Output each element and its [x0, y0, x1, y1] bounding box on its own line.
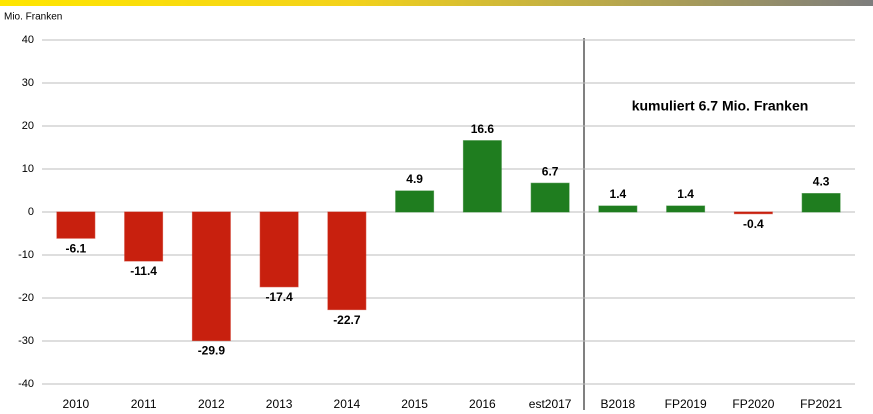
- bar: [191, 211, 231, 342]
- data-label: -6.1: [66, 241, 87, 255]
- y-tick-label: -10: [18, 249, 34, 261]
- bar: [327, 211, 367, 311]
- bar: [733, 211, 773, 215]
- bar: [259, 211, 299, 288]
- y-tick-label: 20: [22, 120, 34, 132]
- x-tick-label: 2013: [266, 397, 293, 411]
- y-tick-label: 10: [22, 163, 34, 175]
- data-label: -0.4: [743, 217, 764, 231]
- bar: [801, 193, 841, 213]
- bar: [124, 211, 164, 262]
- x-tick-label: 2012: [198, 397, 225, 411]
- bar: [56, 211, 96, 239]
- x-tick-label: B2018: [601, 397, 636, 411]
- bar: [598, 205, 638, 213]
- x-tick-label: 2015: [401, 397, 428, 411]
- data-label: 4.9: [406, 172, 423, 186]
- x-tick-label: FP2021: [800, 397, 842, 411]
- bar: [666, 205, 706, 213]
- header-bar: [0, 0, 873, 6]
- y-tick-label: 40: [22, 34, 34, 46]
- data-label: 16.6: [471, 122, 495, 136]
- y-axis-label: Mio. Franken: [4, 12, 62, 23]
- data-label: 1.4: [610, 187, 627, 201]
- x-tick-label: 2011: [131, 397, 157, 411]
- data-label: -29.9: [198, 344, 226, 358]
- x-tick-label: 2014: [334, 397, 361, 411]
- data-label: -17.4: [265, 290, 293, 304]
- x-tick-label: 2016: [469, 397, 496, 411]
- bar: [395, 190, 435, 213]
- y-tick-label: -30: [18, 335, 34, 347]
- x-tick-label: FP2020: [732, 397, 774, 411]
- y-tick-label: -40: [18, 378, 34, 390]
- annotation: kumuliert 6.7 Mio. Franken: [632, 98, 809, 114]
- y-tick-label: -20: [18, 292, 34, 304]
- x-tick-label: FP2019: [665, 397, 707, 411]
- data-label: -11.4: [130, 264, 157, 278]
- y-tick-label: 0: [28, 206, 34, 218]
- bar: [462, 140, 502, 213]
- y-tick-label: 30: [22, 77, 34, 89]
- x-tick-label: 2010: [63, 397, 90, 411]
- data-label: -22.7: [333, 313, 361, 327]
- data-label: 1.4: [677, 187, 694, 201]
- bar: [530, 182, 570, 213]
- data-label: 4.3: [813, 175, 830, 189]
- x-tick-label: est2017: [529, 397, 572, 411]
- data-label: 6.7: [542, 164, 559, 178]
